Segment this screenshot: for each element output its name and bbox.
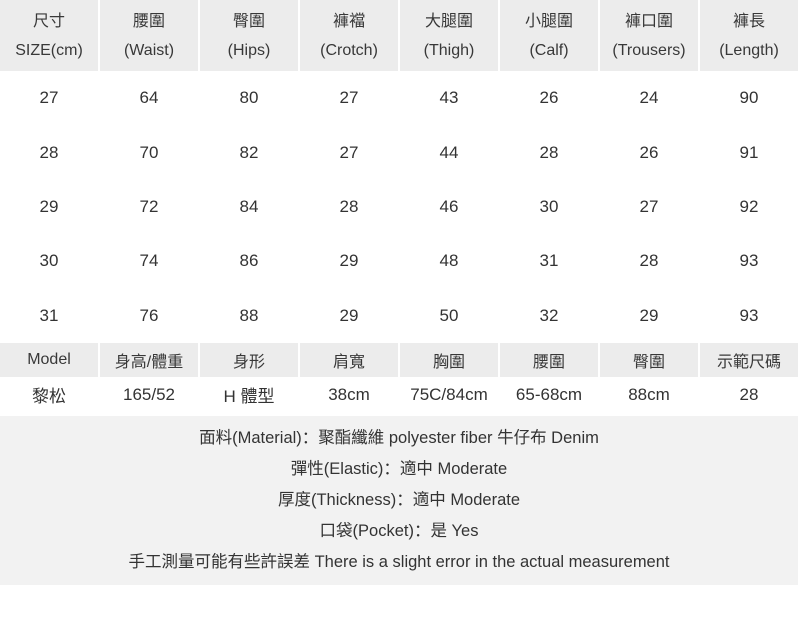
table-row: 29 72 84 28 46 30 27 92 xyxy=(0,180,798,234)
cell-size: 29 xyxy=(39,196,59,216)
column-header-en-label: (Length) xyxy=(719,42,779,59)
cell-trousers: 27 xyxy=(639,196,659,216)
cell-calf: 26 xyxy=(539,88,559,108)
cell-crotch: 29 xyxy=(339,251,359,271)
cell-crotch: 27 xyxy=(339,88,359,108)
cell-calf: 31 xyxy=(539,251,559,271)
cell-trousers: 26 xyxy=(639,142,659,162)
cell-hips: 84 xyxy=(239,196,259,216)
cell-hips: 82 xyxy=(239,142,259,162)
model-value-height-weight: 165/52 xyxy=(123,384,175,404)
cell-thigh: 46 xyxy=(439,196,459,216)
cell-length: 91 xyxy=(739,142,759,162)
cell-thigh: 44 xyxy=(439,142,459,162)
column-header-thigh: 大腿圍 (Thigh) xyxy=(400,0,498,71)
column-header-zh-label: 褲口圍 xyxy=(624,13,673,30)
model-value-bust: 75C/84cm xyxy=(410,384,488,404)
model-header-demo-size: 示範尺碼 xyxy=(700,342,798,377)
cell-waist: 70 xyxy=(139,142,159,162)
product-info-footer: 面料(Material)：聚酯纖維 polyester fiber 牛仔布 De… xyxy=(0,415,798,585)
cell-hips: 86 xyxy=(239,251,259,271)
column-header-zh-label: 褲長 xyxy=(732,13,765,30)
column-header-en-label: (Thigh) xyxy=(423,42,475,59)
table-row: 28 70 82 27 44 28 26 91 xyxy=(0,125,798,179)
cell-waist: 72 xyxy=(139,196,159,216)
column-header-crotch: 褲襠 (Crotch) xyxy=(300,0,398,71)
cell-waist: 76 xyxy=(139,305,159,325)
model-value-waist: 65-68cm xyxy=(515,384,583,404)
cell-size: 30 xyxy=(39,251,59,271)
column-header-hips: 臀圍 (Hips) xyxy=(200,0,298,71)
thickness-line: 厚度(Thickness)：適中 Moderate xyxy=(277,491,521,510)
column-header-calf: 小腿圍 (Calf) xyxy=(500,0,598,71)
cell-trousers: 28 xyxy=(639,251,659,271)
cell-length: 90 xyxy=(739,88,759,108)
cell-size: 28 xyxy=(39,142,59,162)
cell-trousers: 24 xyxy=(639,88,659,108)
table-body: 27 64 80 27 43 26 24 90 28 70 82 27 44 28 26 91 29 72 84 28… xyxy=(0,71,798,343)
model-header-waist: 腰圍 xyxy=(500,342,598,377)
column-header-zh-label: 小腿圍 xyxy=(524,13,573,30)
cell-crotch: 29 xyxy=(339,305,359,325)
size-chart: 尺寸 SIZE(cm) 腰圍 (Waist) 臀圍 (Hips) 褲襠 (Crotch) 大腿圍… xyxy=(0,0,798,585)
column-header-en-label: (Waist) xyxy=(123,42,175,59)
column-header-size: 尺寸 SIZE(cm) xyxy=(0,0,98,71)
model-value-hips: 88cm xyxy=(628,384,670,404)
model-value-shoulder: 38cm xyxy=(328,384,370,404)
column-header-en-label: SIZE(cm) xyxy=(15,42,83,59)
cell-calf: 30 xyxy=(539,196,559,216)
cell-size: 27 xyxy=(39,88,59,108)
cell-thigh: 48 xyxy=(439,251,459,271)
model-header-body-shape: 身形 xyxy=(200,342,298,377)
model-values-row: 黎松 165/52 H 體型 38cm 75C/84cm 65-68cm 88cm 28 xyxy=(0,377,798,413)
model-header-bust: 胸圍 xyxy=(400,342,498,377)
cell-waist: 64 xyxy=(139,88,159,108)
table-row: 30 74 86 29 48 31 28 93 xyxy=(0,234,798,288)
column-header-en-label: (Trousers) xyxy=(612,42,686,59)
cell-crotch: 28 xyxy=(339,196,359,216)
cell-thigh: 50 xyxy=(439,305,459,325)
elastic-line: 彈性(Elastic)：適中 Moderate xyxy=(290,460,508,479)
divider xyxy=(0,412,798,416)
model-header-model: Model xyxy=(0,342,98,377)
column-header-zh-label: 大腿圍 xyxy=(424,13,473,30)
column-header-waist: 腰圍 (Waist) xyxy=(100,0,198,71)
cell-calf: 32 xyxy=(539,305,559,325)
cell-hips: 88 xyxy=(239,305,259,325)
model-value-demo-size: 28 xyxy=(739,384,759,404)
cell-calf: 28 xyxy=(539,142,559,162)
material-line: 面料(Material)：聚酯纖維 polyester fiber 牛仔布 De… xyxy=(199,429,599,448)
table-row: 31 76 88 29 50 32 29 93 xyxy=(0,289,798,343)
model-header-hips: 臀圍 xyxy=(600,342,698,377)
cell-hips: 80 xyxy=(239,88,259,108)
cell-length: 93 xyxy=(739,305,759,325)
model-header-row: Model 身高/體重 身形 肩寬 胸圍 腰圍 臀圍 示範尺碼 xyxy=(0,342,798,377)
column-header-en-label: (Calf) xyxy=(529,42,569,59)
cell-crotch: 27 xyxy=(339,142,359,162)
cell-size: 31 xyxy=(39,305,59,325)
column-header-zh-label: 臀圍 xyxy=(232,13,265,30)
table-header-row: 尺寸 SIZE(cm) 腰圍 (Waist) 臀圍 (Hips) 褲襠 (Crotch) 大腿圍… xyxy=(0,0,798,71)
model-value-model: 黎松 xyxy=(32,387,66,407)
model-header-height-weight: 身高/體重 xyxy=(100,342,198,377)
model-header-shoulder: 肩寬 xyxy=(300,342,398,377)
model-value-body-shape: H 體型 xyxy=(223,387,275,407)
cell-trousers: 29 xyxy=(639,305,659,325)
measurement-note: 手工測量可能有些許誤差 There is a slight error in t… xyxy=(128,552,670,571)
column-header-trousers: 褲口圍 (Trousers) xyxy=(600,0,698,71)
cell-length: 93 xyxy=(739,251,759,271)
cell-waist: 74 xyxy=(139,251,159,271)
table-row: 27 64 80 27 43 26 24 90 xyxy=(0,71,798,125)
column-header-zh-label: 腰圍 xyxy=(132,13,165,30)
cell-length: 92 xyxy=(739,196,759,216)
cell-thigh: 43 xyxy=(439,88,459,108)
column-header-zh-label: 褲襠 xyxy=(332,13,365,30)
pocket-line: 口袋(Pocket)：是 Yes xyxy=(319,522,479,541)
column-header-length: 褲長 (Length) xyxy=(700,0,798,71)
column-header-en-label: (Hips) xyxy=(227,42,271,59)
column-header-zh-label: 尺寸 xyxy=(32,13,65,30)
column-header-en-label: (Crotch) xyxy=(320,42,378,59)
